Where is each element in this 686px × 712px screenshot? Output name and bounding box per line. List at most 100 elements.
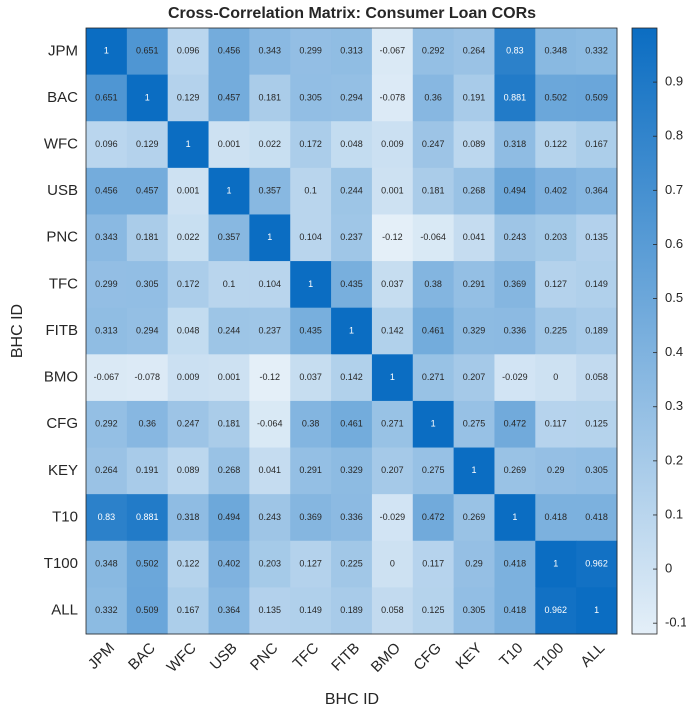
cell-label: 0 — [553, 372, 558, 382]
heatmap-cell — [331, 28, 373, 76]
heatmap-cell — [494, 214, 536, 262]
cell-label: 0.336 — [340, 512, 363, 522]
cell-label: 0.191 — [463, 92, 486, 102]
cell-label: -0.078 — [380, 92, 406, 102]
heatmap-cell — [412, 587, 455, 635]
y-tick-label: KEY — [48, 462, 78, 479]
heatmap-cell — [167, 167, 210, 215]
colorbar-tick-label: -0.1 — [665, 615, 686, 630]
heatmap-cell — [576, 28, 618, 76]
heatmap-cell — [576, 400, 618, 449]
cell-label: 0.167 — [585, 139, 608, 149]
heatmap-cell — [494, 167, 536, 215]
cell-label: 0.461 — [340, 419, 363, 429]
cell-label: 0.299 — [95, 279, 118, 289]
cell-label: 1 — [390, 372, 395, 382]
cell-label: 0.271 — [422, 372, 445, 382]
heatmap-cell — [331, 447, 373, 495]
cell-label: 0.1 — [223, 279, 236, 289]
heatmap-cell — [412, 307, 455, 355]
cell-label: -0.12 — [382, 232, 403, 242]
cell-label: 0.089 — [463, 139, 486, 149]
cell-label: 0.269 — [463, 512, 486, 522]
heatmap-cell — [576, 494, 618, 542]
cell-label: 0.305 — [463, 605, 486, 615]
cell-label: 0.203 — [544, 232, 567, 242]
heatmap-cell — [494, 354, 536, 402]
cell-label: -0.067 — [94, 372, 120, 382]
cell-label: -0.029 — [502, 372, 528, 382]
heatmap-cell — [208, 121, 250, 169]
heatmap-cell — [86, 28, 128, 76]
heatmap-cell — [126, 354, 169, 402]
cell-label: 0.247 — [422, 139, 445, 149]
cell-label: 0.127 — [544, 279, 567, 289]
heatmap-cell — [167, 400, 210, 449]
cell-label: 0.962 — [585, 558, 608, 568]
x-tick-label: WFC — [164, 639, 200, 675]
cell-label: 0.264 — [463, 46, 486, 56]
cell-label: 0.058 — [381, 605, 404, 615]
heatmap-cell — [494, 540, 536, 588]
x-tick-label: USB — [207, 640, 241, 674]
heatmap-cell — [86, 540, 128, 588]
heatmap-cell — [494, 447, 536, 495]
cell-label: 0.291 — [463, 279, 486, 289]
cell-label: 0.009 — [381, 139, 404, 149]
heatmap-cell — [167, 121, 210, 169]
x-tick-label: KEY — [452, 640, 485, 673]
cell-label: 0.268 — [218, 465, 241, 475]
heatmap-cell — [290, 400, 332, 449]
colorbar-tick-label: 0.2 — [665, 452, 683, 467]
heatmap-cell — [167, 447, 210, 495]
heatmap-cell — [331, 540, 373, 588]
y-tick-label: PNC — [46, 229, 78, 246]
cell-label: 0.048 — [177, 325, 200, 335]
heatmap-cell — [331, 167, 373, 215]
cell-label: 0.243 — [504, 232, 527, 242]
heatmap-cell — [167, 261, 210, 309]
cell-label: 0.299 — [299, 46, 322, 56]
heatmap-cell — [331, 400, 373, 449]
heatmap-cell — [86, 307, 128, 355]
heatmap-cell — [576, 307, 618, 355]
heatmap-cell — [371, 494, 414, 542]
cell-label: 0.172 — [177, 279, 200, 289]
cell-label: 0.494 — [218, 512, 241, 522]
heatmap-cell — [535, 167, 577, 215]
heatmap-cell — [208, 587, 250, 635]
cell-label: 0.294 — [136, 325, 159, 335]
heatmap-cell — [208, 494, 250, 542]
y-tick-label: FITB — [46, 322, 79, 339]
cell-label: 0.509 — [136, 605, 159, 615]
cell-label: 0.117 — [422, 558, 444, 568]
cell-label: 0.402 — [218, 558, 241, 568]
heatmap-cell — [126, 28, 169, 76]
heatmap-cell — [290, 121, 332, 169]
cell-label: 1 — [267, 232, 272, 242]
cell-label: 0.041 — [259, 465, 282, 475]
heatmap-cell — [453, 587, 495, 635]
y-tick-label: BMO — [44, 369, 78, 386]
cell-label: 0.1 — [304, 186, 317, 196]
heatmap-cell — [167, 494, 210, 542]
heatmap-cell — [371, 307, 414, 355]
heatmap-cell — [208, 74, 250, 122]
heatmap-cell — [86, 214, 128, 262]
heatmap-cell — [126, 540, 169, 588]
heatmap-cell — [86, 261, 128, 309]
cell-label: 0.022 — [259, 139, 282, 149]
cell-label: 0.418 — [504, 558, 527, 568]
heatmap-cell — [494, 261, 536, 309]
heatmap-cell — [412, 400, 455, 449]
cell-label: 0.435 — [299, 325, 322, 335]
heatmap-cell — [535, 74, 577, 122]
heatmap-cell — [535, 400, 577, 449]
cell-label: 0.172 — [299, 139, 322, 149]
heatmap-cell — [371, 354, 414, 402]
heatmap-cell — [167, 354, 210, 402]
colorbar-tick-label: 0.9 — [665, 74, 683, 89]
heatmap-cell — [576, 261, 618, 309]
colorbar-tick-label: 0.1 — [665, 506, 683, 521]
colorbar-tick-label: 0.4 — [665, 344, 683, 359]
